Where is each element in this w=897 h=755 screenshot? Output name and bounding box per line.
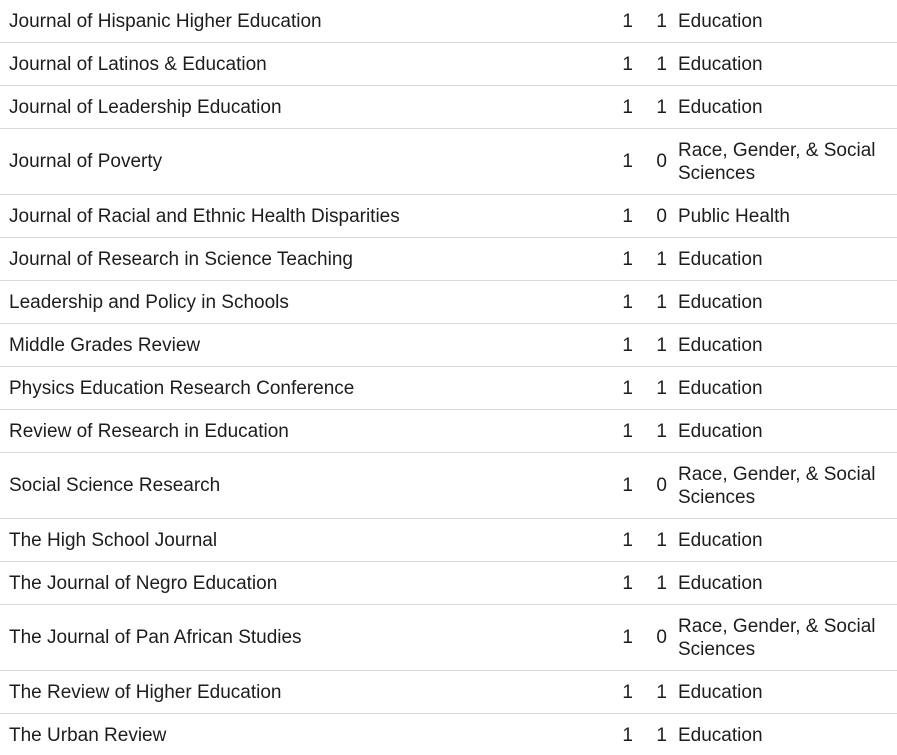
journal-name: The Journal of Negro Education [0, 561, 601, 605]
journal-name: Journal of Latinos & Education [0, 42, 601, 86]
count-b: 0 [633, 128, 667, 195]
category: Education [667, 366, 897, 410]
count-a: 1 [601, 323, 633, 367]
journal-name: Journal of Leadership Education [0, 85, 601, 129]
count-a: 1 [601, 670, 633, 714]
count-a: 1 [601, 194, 633, 238]
count-a: 1 [601, 366, 633, 410]
table-row: Review of Research in Education 1 1 Educ… [0, 409, 897, 453]
journal-name: The Journal of Pan African Studies [0, 604, 601, 671]
category: Education [667, 280, 897, 324]
table-row: The Journal of Negro Education 1 1 Educa… [0, 561, 897, 605]
count-b: 1 [656, 724, 667, 746]
category: Education [667, 518, 897, 562]
journal-name: Journal of Racial and Ethnic Health Disp… [0, 194, 601, 238]
count-a: 1 [601, 452, 633, 519]
table-row: Journal of Hispanic Higher Education 1 1… [0, 0, 897, 43]
journal-name: Journal of Hispanic Higher Education [0, 0, 601, 43]
journal-name: Journal of Research in Science Teaching [0, 237, 601, 281]
count-a: 1 [601, 604, 633, 671]
journal-name: Leadership and Policy in Schools [0, 280, 601, 324]
journal-name: The Urban Review [9, 724, 167, 746]
count-b: 0 [633, 604, 667, 671]
table-row: Journal of Racial and Ethnic Health Disp… [0, 194, 897, 238]
journal-name: Middle Grades Review [0, 323, 601, 367]
count-b: 1 [633, 518, 667, 562]
category: Education [678, 724, 763, 746]
count-b: 1 [633, 42, 667, 86]
count-b: 0 [633, 194, 667, 238]
count-b: 1 [633, 85, 667, 129]
table-row: The Journal of Pan African Studies 1 0 R… [0, 604, 897, 671]
category: Education [667, 0, 897, 43]
category: Public Health [667, 194, 897, 238]
table-row: The Urban Review 1 1 Education [0, 714, 897, 755]
count-a: 1 [622, 724, 633, 746]
category: Race, Gender, & Social Sciences [667, 452, 897, 519]
table-row: Middle Grades Review 1 1 Education [0, 323, 897, 367]
count-b: 1 [633, 0, 667, 43]
count-b: 1 [633, 409, 667, 453]
count-b: 1 [633, 280, 667, 324]
journal-name: Journal of Poverty [0, 128, 601, 195]
table-row: Journal of Leadership Education 1 1 Educ… [0, 85, 897, 129]
journal-name: Review of Research in Education [0, 409, 601, 453]
category: Race, Gender, & Social Sciences [667, 128, 897, 195]
table-row: Physics Education Research Conference 1 … [0, 366, 897, 410]
table-row: The High School Journal 1 1 Education [0, 518, 897, 562]
count-a: 1 [601, 409, 633, 453]
table-row: Social Science Research 1 0 Race, Gender… [0, 452, 897, 519]
journal-name: The Review of Higher Education [0, 670, 601, 714]
category: Education [667, 670, 897, 714]
count-b: 1 [633, 237, 667, 281]
category: Education [667, 85, 897, 129]
table-row: The Review of Higher Education 1 1 Educa… [0, 670, 897, 714]
count-b: 1 [633, 323, 667, 367]
count-a: 1 [601, 0, 633, 43]
count-a: 1 [601, 518, 633, 562]
journal-name: Social Science Research [0, 452, 601, 519]
count-b: 1 [633, 670, 667, 714]
journal-name: Physics Education Research Conference [0, 366, 601, 410]
category: Education [667, 409, 897, 453]
table-row: Journal of Research in Science Teaching … [0, 237, 897, 281]
count-b: 0 [633, 452, 667, 519]
category: Education [667, 42, 897, 86]
category: Education [667, 323, 897, 367]
count-a: 1 [601, 128, 633, 195]
count-b: 1 [633, 561, 667, 605]
count-a: 1 [601, 280, 633, 324]
table-row: Leadership and Policy in Schools 1 1 Edu… [0, 280, 897, 324]
count-a: 1 [601, 237, 633, 281]
table-row: Journal of Poverty 1 0 Race, Gender, & S… [0, 128, 897, 195]
count-a: 1 [601, 561, 633, 605]
journal-name: The High School Journal [0, 518, 601, 562]
category: Education [667, 561, 897, 605]
category: Race, Gender, & Social Sciences [667, 604, 897, 671]
category: Education [667, 237, 897, 281]
count-a: 1 [601, 85, 633, 129]
table-row: Journal of Latinos & Education 1 1 Educa… [0, 42, 897, 86]
count-a: 1 [601, 42, 633, 86]
count-b: 1 [633, 366, 667, 410]
